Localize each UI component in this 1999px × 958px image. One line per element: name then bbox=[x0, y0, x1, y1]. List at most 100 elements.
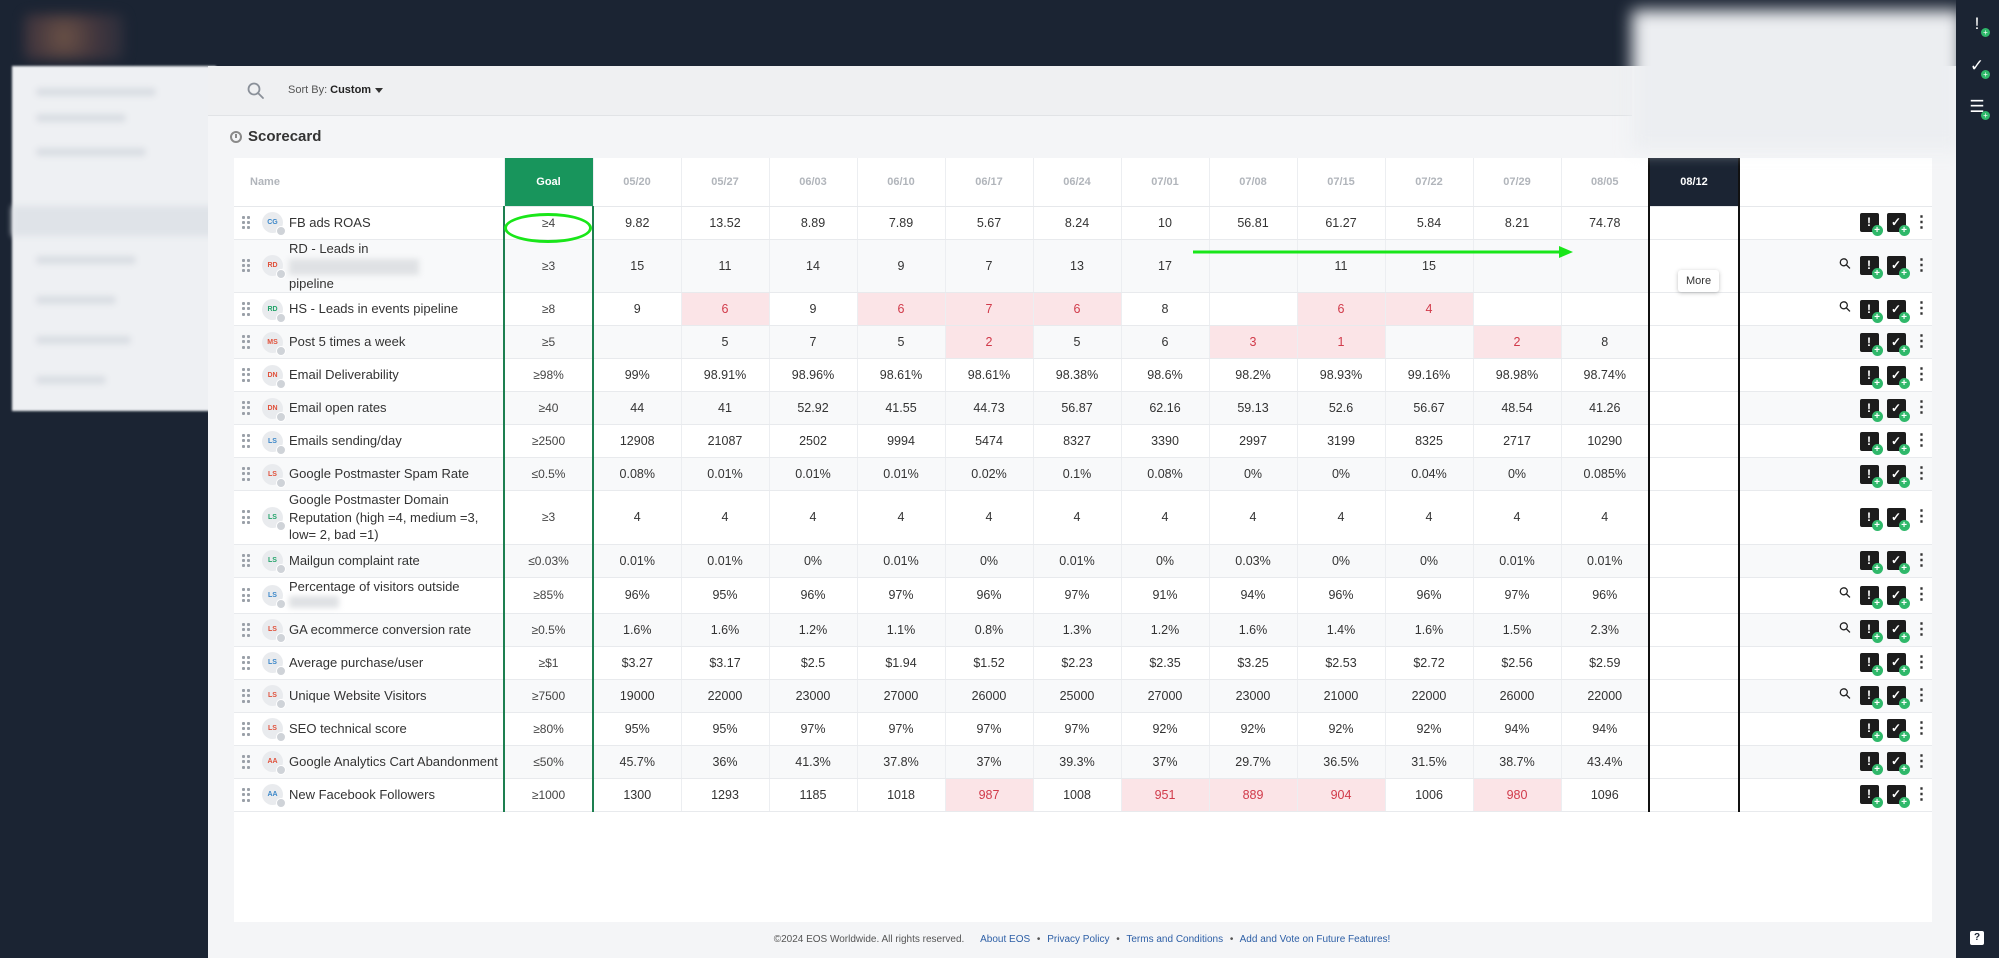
score-cell[interactable]: 15 bbox=[1385, 239, 1474, 294]
more-options-icon[interactable]: ⋮ bbox=[1913, 465, 1930, 483]
score-cell[interactable] bbox=[1209, 292, 1298, 327]
table-row[interactable]: LS Mailgun complaint rate ≤0.03% 0.01% 0.01%… bbox=[234, 544, 1932, 578]
goal-cell[interactable]: ≥98% bbox=[503, 358, 594, 393]
score-cell[interactable]: $1.94 bbox=[857, 646, 946, 680]
sort-by-dropdown[interactable]: Sort By: Custom bbox=[288, 84, 384, 96]
score-cell[interactable]: 1.6% bbox=[1209, 613, 1298, 647]
score-cell[interactable]: 4 bbox=[1121, 490, 1210, 545]
score-cell-current-week[interactable] bbox=[1648, 292, 1740, 327]
score-cell[interactable]: 4 bbox=[1385, 292, 1474, 327]
score-cell[interactable]: 96% bbox=[769, 577, 858, 614]
score-cell[interactable]: 22000 bbox=[681, 679, 770, 713]
score-cell[interactable]: 2502 bbox=[769, 424, 858, 459]
sidebar-item-blurred[interactable] bbox=[36, 376, 106, 384]
avatar[interactable]: CG bbox=[262, 212, 286, 236]
goal-cell[interactable]: ≥85% bbox=[503, 577, 594, 614]
measurable-name[interactable]: Average purchase/user bbox=[289, 654, 423, 672]
score-cell[interactable]: 10290 bbox=[1561, 424, 1650, 459]
score-cell[interactable]: 0.08% bbox=[1121, 457, 1210, 492]
avatar[interactable]: RD bbox=[262, 255, 286, 280]
avatar[interactable]: RD bbox=[262, 298, 286, 323]
more-options-icon[interactable]: ⋮ bbox=[1913, 719, 1930, 737]
score-cell[interactable]: 6 bbox=[1121, 325, 1210, 360]
measurable-name[interactable]: Email Deliverability bbox=[289, 366, 399, 384]
drag-handle-icon[interactable] bbox=[242, 302, 250, 316]
avatar[interactable]: AA bbox=[262, 751, 286, 776]
score-cell-current-week[interactable] bbox=[1648, 712, 1740, 746]
score-cell[interactable]: 37% bbox=[1121, 745, 1210, 779]
table-row[interactable]: CG FB ads ROAS ≥4 9.82 13.52 8.89 7.89 5.67 8.24… bbox=[234, 206, 1932, 240]
score-cell[interactable]: 96% bbox=[593, 577, 682, 614]
score-cell[interactable] bbox=[1561, 292, 1650, 327]
score-cell[interactable]: 0.02% bbox=[945, 457, 1034, 492]
score-cell[interactable]: 1096 bbox=[1561, 778, 1650, 812]
score-cell-current-week[interactable] bbox=[1648, 613, 1740, 647]
score-cell[interactable] bbox=[1561, 239, 1650, 294]
score-cell[interactable]: 21000 bbox=[1297, 679, 1386, 713]
score-cell-current-week[interactable] bbox=[1648, 391, 1740, 426]
score-cell[interactable]: 5.67 bbox=[945, 206, 1034, 240]
column-header-week[interactable]: 08/05 bbox=[1561, 158, 1650, 207]
add-issue-icon[interactable]: ! + bbox=[1859, 785, 1883, 809]
score-cell[interactable]: 5474 bbox=[945, 424, 1034, 459]
add-todo-icon[interactable]: ✓ + bbox=[1886, 398, 1910, 422]
score-cell[interactable]: $1.52 bbox=[945, 646, 1034, 680]
score-cell[interactable]: 99% bbox=[593, 358, 682, 393]
score-cell[interactable]: 7 bbox=[945, 239, 1034, 294]
score-cell[interactable]: 2717 bbox=[1473, 424, 1562, 459]
score-cell[interactable]: 92% bbox=[1209, 712, 1298, 746]
add-todo-icon[interactable]: ✓ + bbox=[1886, 332, 1910, 356]
drag-handle-icon[interactable] bbox=[242, 467, 250, 481]
score-cell[interactable]: 98.38% bbox=[1033, 358, 1122, 393]
table-row[interactable]: LS Average purchase/user ≥$1 $3.27 $3.17 $2.5… bbox=[234, 646, 1932, 680]
score-cell[interactable]: 8.24 bbox=[1033, 206, 1122, 240]
score-cell[interactable]: 1293 bbox=[681, 778, 770, 812]
add-todo-icon[interactable]: ✓ + bbox=[1966, 55, 1990, 79]
score-cell[interactable]: 13 bbox=[1033, 239, 1122, 294]
drag-handle-icon[interactable] bbox=[242, 401, 250, 415]
score-cell[interactable]: 31.5% bbox=[1385, 745, 1474, 779]
table-row[interactable]: LS GA ecommerce conversion rate ≥0.5% 1.6% 1… bbox=[234, 613, 1932, 647]
score-cell[interactable]: 0% bbox=[1297, 544, 1386, 578]
score-cell[interactable]: 43.4% bbox=[1561, 745, 1650, 779]
score-cell-current-week[interactable] bbox=[1648, 457, 1740, 492]
add-todo-icon[interactable]: ✓ + bbox=[1886, 256, 1910, 280]
score-cell[interactable]: 23000 bbox=[1209, 679, 1298, 713]
score-cell[interactable]: 41 bbox=[681, 391, 770, 426]
score-cell[interactable]: 48.54 bbox=[1473, 391, 1562, 426]
goal-cell[interactable]: ≥3 bbox=[503, 490, 594, 545]
goal-cell[interactable]: ≥40 bbox=[503, 391, 594, 426]
link-icon[interactable]: ⚲ bbox=[1835, 297, 1855, 317]
score-cell[interactable]: 97% bbox=[1033, 712, 1122, 746]
score-cell-current-week[interactable] bbox=[1648, 778, 1740, 812]
table-row[interactable]: LS SEO technical score ≥80% 95% 95% 97% 97% 97%… bbox=[234, 712, 1932, 746]
goal-cell[interactable]: ≤0.5% bbox=[503, 457, 594, 492]
score-cell[interactable]: 98.96% bbox=[769, 358, 858, 393]
drag-handle-icon[interactable] bbox=[242, 215, 250, 230]
measurable-name[interactable]: Google Analytics Cart Abandonment bbox=[289, 753, 498, 771]
table-row[interactable]: LS Emails sending/day ≥2500 12908 21087 2502 9… bbox=[234, 424, 1932, 459]
score-cell-current-week[interactable] bbox=[1648, 745, 1740, 779]
drag-handle-icon[interactable] bbox=[242, 553, 250, 568]
score-cell[interactable]: $2.23 bbox=[1033, 646, 1122, 680]
score-cell[interactable]: 21087 bbox=[681, 424, 770, 459]
score-cell[interactable]: 38.7% bbox=[1473, 745, 1562, 779]
avatar[interactable]: LS bbox=[262, 550, 286, 575]
score-cell[interactable]: $2.35 bbox=[1121, 646, 1210, 680]
add-todo-icon[interactable]: ✓ + bbox=[1886, 719, 1910, 743]
table-row[interactable]: RD RD - Leads in pipeline ≥3 15 11 14 9 7 13 17 11… bbox=[234, 239, 1932, 294]
avatar[interactable]: LS bbox=[262, 685, 286, 710]
link-icon[interactable]: ⚲ bbox=[1835, 617, 1855, 638]
measurable-name[interactable]: HS - Leads in events pipeline bbox=[289, 300, 458, 318]
more-options-icon[interactable]: ⋮ bbox=[1913, 752, 1930, 770]
score-cell[interactable]: 9994 bbox=[857, 424, 946, 459]
score-cell[interactable]: 7.89 bbox=[857, 206, 946, 240]
measurable-name[interactable]: Percentage of visitors outside bbox=[289, 578, 499, 613]
sidebar-item-active[interactable] bbox=[12, 206, 216, 236]
link-icon[interactable]: ⚲ bbox=[1835, 583, 1855, 604]
column-header-week[interactable]: 06/03 bbox=[769, 158, 858, 207]
add-headline-icon[interactable]: ☰ + bbox=[1966, 96, 1990, 120]
more-options-icon[interactable]: ⋮ bbox=[1913, 586, 1930, 604]
sidebar-item-blurred[interactable] bbox=[36, 336, 131, 344]
score-cell[interactable]: 5 bbox=[1033, 325, 1122, 360]
